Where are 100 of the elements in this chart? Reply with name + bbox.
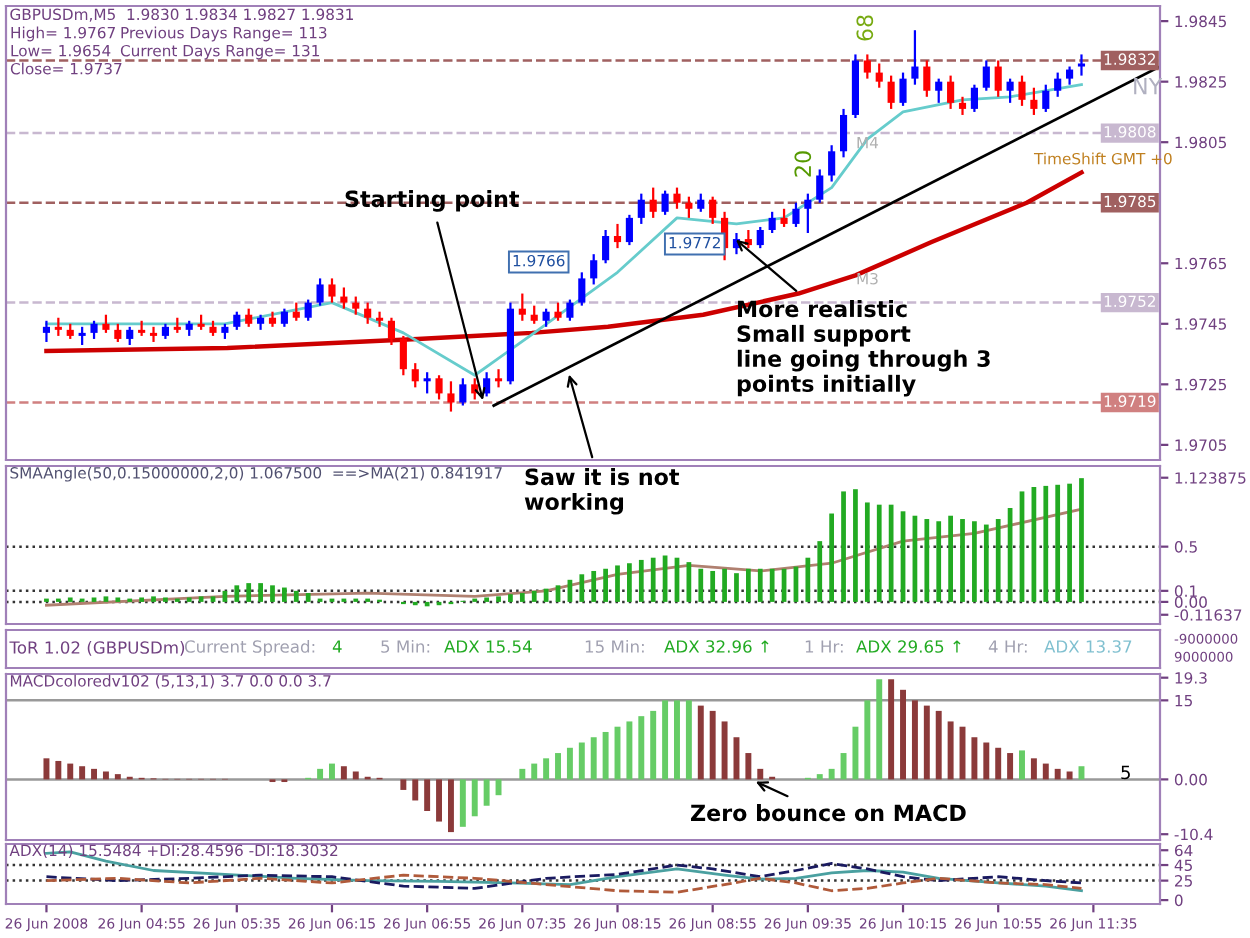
bar: [103, 596, 109, 602]
candlestick: [899, 71, 907, 107]
bar: [1042, 763, 1049, 780]
text: 4 Hr:: [988, 640, 1027, 653]
bar: [983, 742, 990, 780]
bar: [697, 705, 704, 780]
bar: [816, 774, 823, 780]
bar: [972, 521, 977, 602]
candlestick: [387, 316, 396, 347]
bar: [210, 596, 216, 602]
bar: [55, 760, 62, 780]
bar: [852, 726, 859, 780]
annotation: 5: [1121, 765, 1130, 780]
bar: [579, 574, 585, 602]
candlestick: [411, 362, 419, 389]
candlestick: [602, 228, 610, 265]
bar: [602, 731, 609, 780]
bar: [733, 737, 740, 780]
candlestick: [970, 83, 978, 114]
bar: [722, 568, 727, 602]
bar: [1007, 753, 1014, 780]
bar: [258, 583, 263, 602]
candlestick: [578, 271, 586, 307]
candlestick: [233, 310, 241, 331]
candlestick: [423, 371, 431, 395]
text: ADX 15.54: [444, 640, 532, 653]
bar: [721, 721, 728, 780]
bar: [555, 753, 561, 780]
bar: [578, 742, 585, 780]
candlestick: [102, 313, 110, 334]
bar: [638, 716, 645, 780]
bar: [1043, 485, 1049, 602]
bar: [900, 689, 906, 780]
bar: [841, 491, 846, 602]
bar: [590, 737, 597, 780]
candlestick: [958, 95, 967, 117]
bar: [412, 779, 419, 801]
bar: [698, 568, 704, 602]
text: Current Spread:: [184, 639, 315, 657]
candlestick: [447, 380, 455, 413]
bar: [424, 601, 430, 607]
bar: [911, 700, 918, 780]
bar: [352, 771, 359, 780]
bar: [734, 573, 739, 602]
bar: [591, 570, 597, 602]
bar: [198, 596, 204, 602]
bar: [424, 779, 431, 812]
bar: [531, 763, 538, 780]
bar: [543, 758, 550, 780]
bar: [627, 563, 632, 602]
bar: [151, 596, 156, 602]
bar: [840, 753, 847, 780]
candlestick: [375, 310, 384, 328]
candlestick: [304, 298, 312, 322]
bar: [960, 519, 965, 602]
candlestick: [1066, 65, 1074, 86]
bar: [888, 679, 895, 780]
candlestick: [935, 77, 943, 104]
bar: [757, 768, 764, 780]
bar: [709, 710, 716, 780]
bar: [519, 768, 526, 780]
candlestick: [780, 207, 788, 229]
candlestick: [1018, 74, 1026, 107]
bar: [947, 721, 954, 780]
annotation: 68: [856, 15, 874, 41]
text: 15 Min:: [585, 639, 644, 653]
candlestick: [649, 186, 657, 219]
candlestick: [1054, 71, 1062, 98]
annotation: 20: [794, 151, 812, 177]
candlestick: [494, 368, 503, 389]
annotation: More realistic Small support line going through 3 points initially: [737, 300, 990, 397]
candlestick: [613, 222, 622, 250]
bar: [1079, 478, 1084, 602]
bar: [805, 557, 811, 602]
candlestick: [839, 107, 848, 159]
candlestick: [340, 286, 348, 310]
candlestick: [90, 319, 98, 341]
text: 4: [332, 640, 342, 653]
candlestick: [756, 225, 764, 250]
text: ToR 1.02 (GBPUSDm): [9, 640, 185, 656]
candlestick: [875, 62, 883, 89]
candlestick: [364, 301, 372, 325]
bar: [67, 763, 74, 780]
bar: [710, 570, 716, 602]
candlestick: [292, 301, 300, 322]
bar: [246, 583, 252, 602]
bar: [948, 515, 953, 602]
bar: [91, 768, 98, 780]
bar: [853, 489, 858, 602]
candlestick: [1077, 53, 1086, 77]
candlestick: [947, 74, 955, 111]
candlestick: [399, 334, 407, 377]
bar: [650, 710, 657, 780]
bar: [745, 568, 751, 602]
candlestick: [352, 295, 360, 316]
bar: [995, 747, 1002, 780]
bar: [615, 565, 620, 602]
bar: [662, 700, 669, 780]
annotation: Zero bounce on MACD: [691, 804, 966, 822]
candlestick: [566, 298, 574, 322]
